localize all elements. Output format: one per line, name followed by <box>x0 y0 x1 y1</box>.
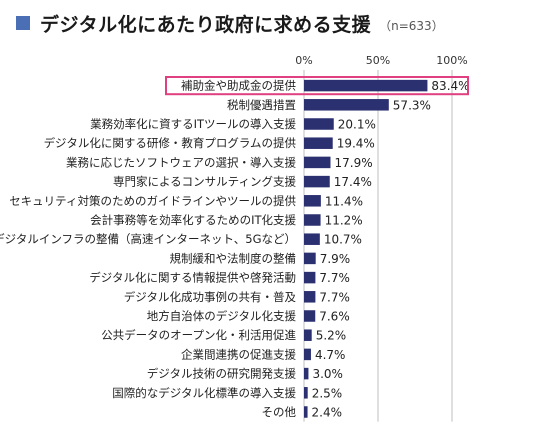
category-label-9: 規制緩和や法制度の整備 <box>170 251 297 265</box>
bar-9 <box>304 252 316 265</box>
value-label-5: 17.4% <box>334 175 372 189</box>
category-label-17: その他 <box>262 405 297 419</box>
category-label-8: デジタルインフラの整備（高速インターネット、5Gなど） <box>0 232 296 246</box>
category-label-1: 税制優遇措置 <box>227 98 296 112</box>
sample-size: （n=633） <box>379 18 444 33</box>
bar-8 <box>304 233 320 245</box>
bar-17 <box>304 406 308 418</box>
bar-7 <box>304 214 321 226</box>
chart-title: デジタル化にあたり政府に求める支援 <box>40 13 372 36</box>
category-label-14: 企業間連携の促進支援 <box>181 347 296 361</box>
title-square-icon <box>16 16 30 30</box>
bar-11 <box>304 291 316 303</box>
value-label-10: 7.7% <box>319 271 350 285</box>
category-label-3: デジタル化に関する研修・教育プログラムの提供 <box>44 136 297 150</box>
value-label-15: 3.0% <box>312 367 343 381</box>
category-label-13: 公共データのオープン化・利活用促進 <box>101 328 296 342</box>
value-label-8: 10.7% <box>324 233 362 247</box>
bar-5 <box>304 175 330 188</box>
value-label-4: 17.9% <box>334 156 372 170</box>
value-label-12: 7.6% <box>319 310 350 324</box>
category-label-5: 専門家によるコンサルティング支援 <box>113 175 296 189</box>
bar-16 <box>304 387 308 399</box>
category-label-16: 国際的なデジタル化標準の導入支援 <box>112 386 296 400</box>
bar-15 <box>304 367 309 380</box>
value-label-7: 11.2% <box>325 214 363 228</box>
value-label-1: 57.3% <box>393 98 431 112</box>
tick-label-50: 50% <box>366 54 390 67</box>
tick-label-100: 100% <box>436 54 467 67</box>
bar-14 <box>304 348 311 361</box>
category-label-2: 業務効率化に資するITツールの導入支援 <box>90 117 296 131</box>
category-label-11: デジタル化成功事例の共有・普及 <box>124 290 297 304</box>
bar-0 <box>304 79 428 92</box>
category-label-7: 会計事務等を効率化するためのIT化支援 <box>90 213 296 227</box>
bar-3 <box>304 137 333 149</box>
value-label-17: 2.4% <box>312 406 343 420</box>
category-label-4: 業務に応じたソフトウェアの選択・導入支援 <box>66 155 296 169</box>
category-label-12: 地方自治体のデジタル化支援 <box>147 309 297 323</box>
category-label-6: セキュリティ対策のためのガイドラインやツールの提供 <box>9 194 296 208</box>
bar-6 <box>304 195 321 207</box>
value-label-6: 11.4% <box>325 194 363 208</box>
value-label-2: 20.1% <box>338 118 376 132</box>
value-label-0: 83.4% <box>431 79 469 93</box>
value-label-9: 7.9% <box>320 252 351 266</box>
category-label-10: デジタル化に関する情報提供や啓発活動 <box>89 271 296 285</box>
value-label-16: 2.5% <box>312 386 343 400</box>
value-label-11: 7.7% <box>319 290 350 304</box>
value-label-3: 19.4% <box>337 137 375 151</box>
bar-4 <box>304 156 331 169</box>
bar-2 <box>304 118 334 130</box>
bar-12 <box>304 310 316 322</box>
tick-label-0: 0% <box>295 54 312 67</box>
value-label-13: 5.2% <box>316 329 347 343</box>
title-row: デジタル化にあたり政府に求める支援 （n=633） <box>16 10 444 36</box>
bar-1 <box>304 99 389 111</box>
bar-10 <box>304 271 316 284</box>
category-label-15: デジタル技術の研究開発支援 <box>147 367 297 381</box>
value-label-14: 4.7% <box>315 348 346 362</box>
highlight-box <box>165 76 469 96</box>
bar-13 <box>304 329 312 341</box>
category-label-0: 補助金や助成金の提供 <box>181 79 296 93</box>
